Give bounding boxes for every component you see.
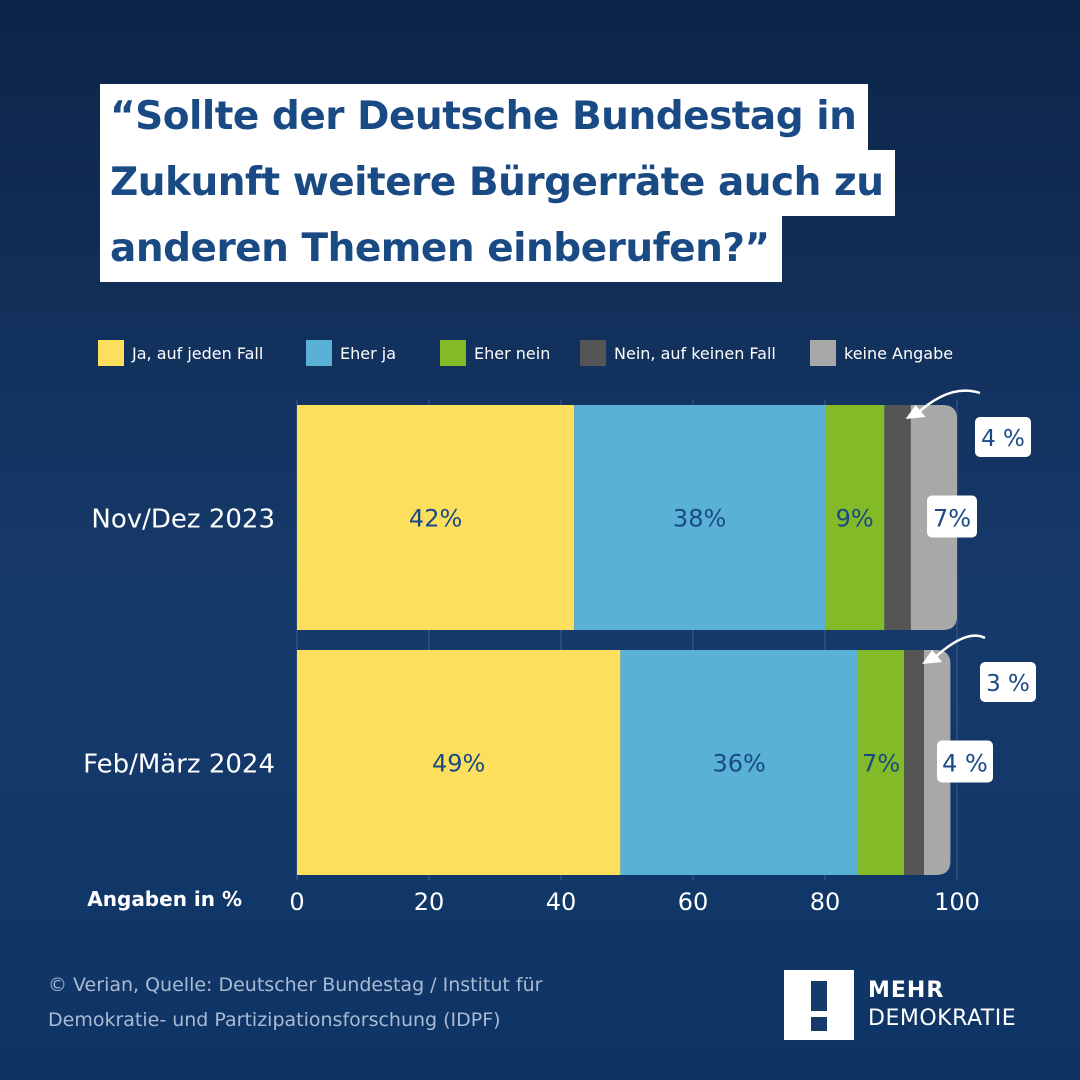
source-note: © Verian, Quelle: Deutscher Bundestag / … xyxy=(48,968,542,1038)
data-label: 4 % xyxy=(942,750,988,778)
bar-segment xyxy=(620,650,858,875)
callout-arrow xyxy=(914,389,981,416)
bar-segment xyxy=(574,405,825,630)
data-label: 38% xyxy=(673,505,726,533)
label-box xyxy=(937,740,993,783)
chart-title: “Sollte der Deutsche Bundestag in Zukunf… xyxy=(100,84,896,282)
category-label: Feb/März 2024 xyxy=(83,750,275,780)
x-tick-label: 60 xyxy=(678,888,709,916)
legend-label: Eher ja xyxy=(340,343,397,363)
data-label: 7% xyxy=(933,505,971,533)
legend-swatch xyxy=(98,340,124,366)
x-tick-label: 80 xyxy=(810,888,841,916)
logo-text: MEHR DEMOKRATIE xyxy=(868,977,1016,1033)
legend-label: keine Angabe xyxy=(844,343,954,363)
data-label: 3 % xyxy=(986,671,1030,697)
bar-segment xyxy=(297,405,575,630)
x-tick-label: 100 xyxy=(934,888,980,916)
label-box xyxy=(980,662,1036,702)
logo-line-1: MEHR xyxy=(868,978,945,1003)
label-box xyxy=(927,495,977,538)
arrow-head xyxy=(905,405,926,419)
legend-item: keine Angabe xyxy=(810,336,953,370)
data-label: 49% xyxy=(432,750,485,778)
legend-swatch xyxy=(810,340,836,366)
label-box xyxy=(975,417,1031,457)
bar-segment xyxy=(884,405,911,630)
exclamation-icon xyxy=(784,970,854,1040)
x-tick-label: 20 xyxy=(414,888,445,916)
x-tick-label: 0 xyxy=(289,888,304,916)
bar-segment xyxy=(858,650,905,875)
mehr-demokratie-logo: MEHR DEMOKRATIE xyxy=(784,970,1016,1040)
legend-item: Nein, auf keinen Fall xyxy=(580,336,776,370)
legend-item: Eher nein xyxy=(440,336,550,370)
legend-item: Ja, auf jeden Fall xyxy=(98,336,263,370)
bar-segment xyxy=(904,650,924,875)
data-label: 9% xyxy=(836,505,874,533)
legend-label: Eher nein xyxy=(474,343,551,363)
legend-label: Nein, auf keinen Fall xyxy=(614,343,776,363)
x-axis-label: Angaben in % xyxy=(87,887,242,911)
title-line: Zukunft weitere Bürgerräte auch zu xyxy=(100,150,896,216)
source-line: Demokratie- und Partizipationsforschung … xyxy=(48,1009,501,1031)
legend-item: Eher ja xyxy=(306,336,396,370)
data-label: 7% xyxy=(862,750,900,778)
bar-segment xyxy=(297,650,621,875)
source-line: © Verian, Quelle: Deutscher Bundestag / … xyxy=(48,974,543,996)
data-label: 36% xyxy=(713,750,766,778)
arrow-head xyxy=(922,650,943,664)
legend-swatch xyxy=(580,340,606,366)
data-label: 4 % xyxy=(981,426,1025,452)
x-tick-label: 40 xyxy=(546,888,577,916)
legend-label: Ja, auf jeden Fall xyxy=(132,343,264,363)
title-line: “Sollte der Deutsche Bundestag in xyxy=(100,84,869,150)
callout-arrow xyxy=(931,634,986,661)
legend-swatch xyxy=(306,340,332,366)
data-label: 42% xyxy=(409,505,462,533)
title-line: anderen Themen einberufen?” xyxy=(100,216,782,282)
bar-segment xyxy=(825,405,885,630)
legend-swatch xyxy=(440,340,466,366)
category-label: Nov/Dez 2023 xyxy=(91,505,275,535)
logo-line-2: DEMOKRATIE xyxy=(868,1006,1017,1031)
